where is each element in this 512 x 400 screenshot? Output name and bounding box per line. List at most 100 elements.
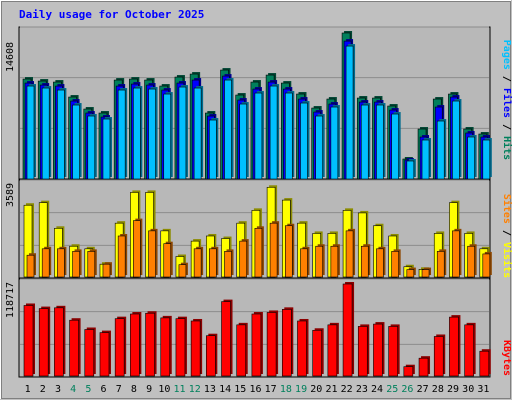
day-label-21: 21 <box>325 384 337 395</box>
kbytes-bar-13-face <box>206 335 216 377</box>
kbytes-bar-25 <box>388 324 400 377</box>
day-label-7: 7 <box>116 384 122 395</box>
sites-bar-21-face <box>330 245 339 278</box>
bars-hits-files-pages <box>22 31 492 180</box>
kbytes-bar-20 <box>312 328 324 377</box>
day-label-19: 19 <box>295 384 307 395</box>
pages-bar-19 <box>300 101 310 180</box>
pages-bar-8-face <box>133 87 141 180</box>
sites-bar-23-face <box>360 245 369 278</box>
pages-bar-14 <box>224 78 234 180</box>
day-label-20: 20 <box>310 384 322 395</box>
pages-bar-12 <box>193 86 204 180</box>
kbytes-bar-13 <box>206 333 218 377</box>
pages-bar-23-face <box>360 104 369 180</box>
sites-bar-5-face <box>87 251 96 278</box>
kbytes-bar-3-face <box>54 307 64 377</box>
kbytes-bar-6 <box>99 330 111 377</box>
sites-bar-15-face <box>239 240 248 278</box>
day-label-24: 24 <box>371 384 383 395</box>
kbytes-bar-19-face <box>297 320 307 377</box>
kbytes-bar-23-face <box>357 326 368 377</box>
kbytes-bar-27-face <box>418 357 429 377</box>
sites-bar-9 <box>148 228 158 278</box>
bars-kbytes <box>23 282 491 377</box>
pages-bar-3 <box>57 88 67 180</box>
sites-bar-20-face <box>315 245 323 278</box>
pages-bar-5 <box>87 114 97 180</box>
kbytes-bar-4-face <box>69 319 79 377</box>
day-label-23: 23 <box>356 384 368 395</box>
pages-bar-24 <box>376 103 386 180</box>
pages-bar-17-face <box>269 85 278 180</box>
kbytes-bar-22 <box>342 282 355 377</box>
kbytes-bar-12-face <box>190 320 201 377</box>
sites-bar-30 <box>467 244 477 278</box>
pages-bar-2 <box>41 86 52 180</box>
pages-bar-11-face <box>178 86 187 180</box>
pages-bar-1 <box>26 84 36 180</box>
sites-bar-3-face <box>57 248 65 278</box>
kbytes-bar-14 <box>221 299 233 377</box>
kbytes-bar-28 <box>433 334 446 377</box>
sites-bar-22-face <box>345 230 354 278</box>
pages-bar-9 <box>148 87 158 180</box>
sites-bar-8-face <box>133 220 141 278</box>
pages-bar-28-face <box>436 120 445 180</box>
kbytes-bar-11-face <box>175 318 186 377</box>
ylabel-files: Files <box>501 88 512 118</box>
kbytes-bar-8-face <box>130 313 140 377</box>
sites-bar-9-face <box>148 230 156 278</box>
pages-bar-30 <box>467 135 477 180</box>
kbytes-bar-15 <box>236 322 248 377</box>
kbytes-bar-8 <box>130 312 142 377</box>
pages-bar-3-face <box>57 89 65 180</box>
sites-bar-12 <box>193 246 204 278</box>
pages-bar-1-face <box>26 85 35 180</box>
kbytes-bar-31 <box>479 349 491 377</box>
sites-bar-2-face <box>41 248 50 278</box>
kbytes-bar-21 <box>327 322 339 377</box>
sites-bar-16-face <box>254 227 263 278</box>
kbytes-bar-20-face <box>312 329 322 377</box>
sites-bar-8 <box>133 218 143 278</box>
sites-bar-12-face <box>193 248 202 278</box>
kbytes-bar-5 <box>84 327 96 377</box>
pages-bar-21 <box>330 105 340 180</box>
kbytes-bar-17 <box>266 310 279 377</box>
kbytes-bar-1-face <box>23 305 34 377</box>
pages-bar-19-face <box>300 102 308 180</box>
x-axis-day-labels: 1 2 3 4 5 6 7 8 9 10 11 12 13 14 15 16 17 18 19 20 21 22 23 24 2… <box>25 384 490 395</box>
day-label-28: 28 <box>432 384 444 395</box>
kbytes-bar-27 <box>418 356 431 377</box>
kbytes-bar-17-face <box>266 312 277 377</box>
sites-bar-13 <box>209 246 219 278</box>
ymax-label-hits: 14608 <box>5 42 16 72</box>
kbytes-bar-28-face <box>433 336 444 377</box>
pages-bar-27-face <box>421 139 430 180</box>
day-label-10: 10 <box>158 384 170 395</box>
pages-bar-10 <box>163 92 173 180</box>
pages-bar-27 <box>421 138 432 180</box>
sites-bar-20 <box>315 244 325 278</box>
kbytes-bar-21-face <box>327 324 338 377</box>
kbytes-bar-25-face <box>388 326 398 377</box>
kbytes-bar-12 <box>190 318 203 377</box>
sites-bar-5 <box>87 249 97 278</box>
sites-bar-28-face <box>436 251 445 278</box>
sites-bar-10-face <box>163 243 172 278</box>
ylabel-sep-2: / <box>501 118 512 136</box>
kbytes-bar-6-face <box>99 332 110 377</box>
day-label-27: 27 <box>417 384 429 395</box>
kbytes-bar-16-face <box>251 313 262 377</box>
day-label-5: 5 <box>85 384 91 395</box>
pages-bar-24-face <box>376 104 384 180</box>
pages-bar-4 <box>72 103 82 180</box>
ylabel-sites: Sites <box>501 194 512 224</box>
day-label-17: 17 <box>265 384 277 395</box>
pages-bar-14-face <box>224 79 232 180</box>
ylabel-visits: Sites / Visits <box>501 194 512 278</box>
sites-bar-28 <box>436 249 447 278</box>
kbytes-bar-23 <box>357 324 370 377</box>
pages-bar-18-face <box>284 92 293 180</box>
